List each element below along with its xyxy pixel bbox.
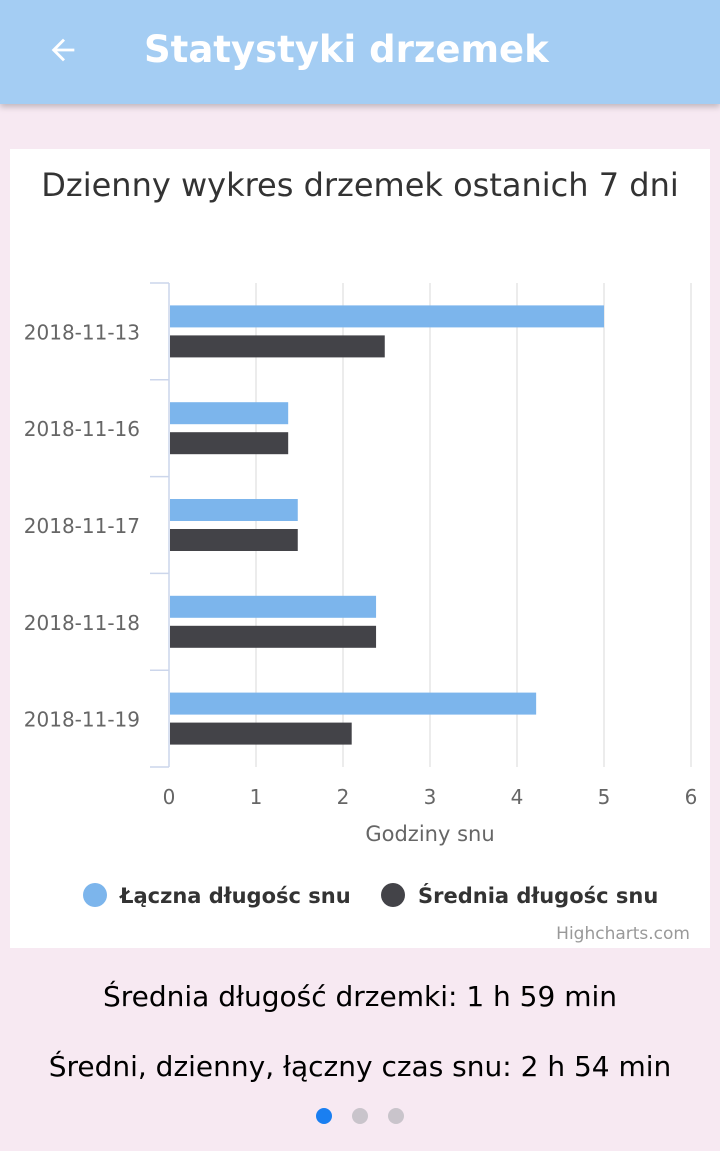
- nap-chart: 0 1 2 3 4 5 6 2018-11-13 2018-11-16 2018-11-17 201…: [24, 282, 698, 944]
- category-label: 2018-11-19: [24, 708, 140, 732]
- page-dot[interactable]: [352, 1108, 368, 1124]
- x-tick-label: 6: [685, 785, 698, 809]
- legend-label: Łączna długośc snu: [119, 884, 351, 908]
- chart-credits: Highcharts.com: [556, 924, 690, 944]
- bar-series-2: [170, 625, 377, 648]
- x-axis-title: Godziny snu: [365, 822, 494, 846]
- back-button[interactable]: [34, 24, 92, 76]
- page-dot[interactable]: [316, 1108, 332, 1124]
- x-tick-label: 1: [250, 785, 263, 809]
- average-nap-length: Średnia długość drzemki: 1 h 59 min: [102, 980, 618, 1013]
- category-label: 2018-11-13: [24, 320, 140, 344]
- app-bar: Statystyki drzemek: [0, 0, 720, 104]
- legend-marker: [83, 883, 107, 907]
- bar-series-2: [170, 432, 289, 455]
- bar-series-1: [170, 499, 298, 521]
- bar-series-1: [170, 402, 289, 425]
- chart-title: Dzienny wykres drzemek ostanich 7 dni: [41, 166, 679, 204]
- page-dot[interactable]: [388, 1108, 404, 1124]
- page-title: Statystyki drzemek: [144, 28, 549, 71]
- x-tick-label: 0: [163, 785, 176, 809]
- category-label: 2018-11-17: [24, 514, 140, 538]
- bar-series-2: [170, 529, 298, 551]
- bar-series-1: [170, 692, 537, 715]
- x-tick-label: 3: [424, 785, 437, 809]
- x-tick-label: 5: [598, 785, 611, 809]
- page-indicator: [0, 1108, 720, 1126]
- bar-series-1: [170, 595, 377, 618]
- category-label: 2018-11-18: [24, 611, 140, 635]
- x-tick-label: 2: [337, 785, 350, 809]
- legend-marker: [381, 883, 405, 907]
- legend-label: Średnia długośc snu: [418, 883, 658, 908]
- bar-series-1: [170, 305, 604, 328]
- category-label: 2018-11-16: [24, 417, 140, 441]
- bar-series-2: [170, 722, 352, 745]
- x-tick-label: 4: [511, 785, 524, 809]
- chart-card: 0 1 2 3 4 5 6 2018-11-13 2018-11-16 2018-11-17 201…: [10, 149, 710, 948]
- arrow-left-icon: [51, 38, 75, 62]
- average-daily-sleep: Średni, dzienny, łączny czas snu: 2 h 54…: [48, 1050, 672, 1083]
- bar-series-2: [170, 335, 385, 358]
